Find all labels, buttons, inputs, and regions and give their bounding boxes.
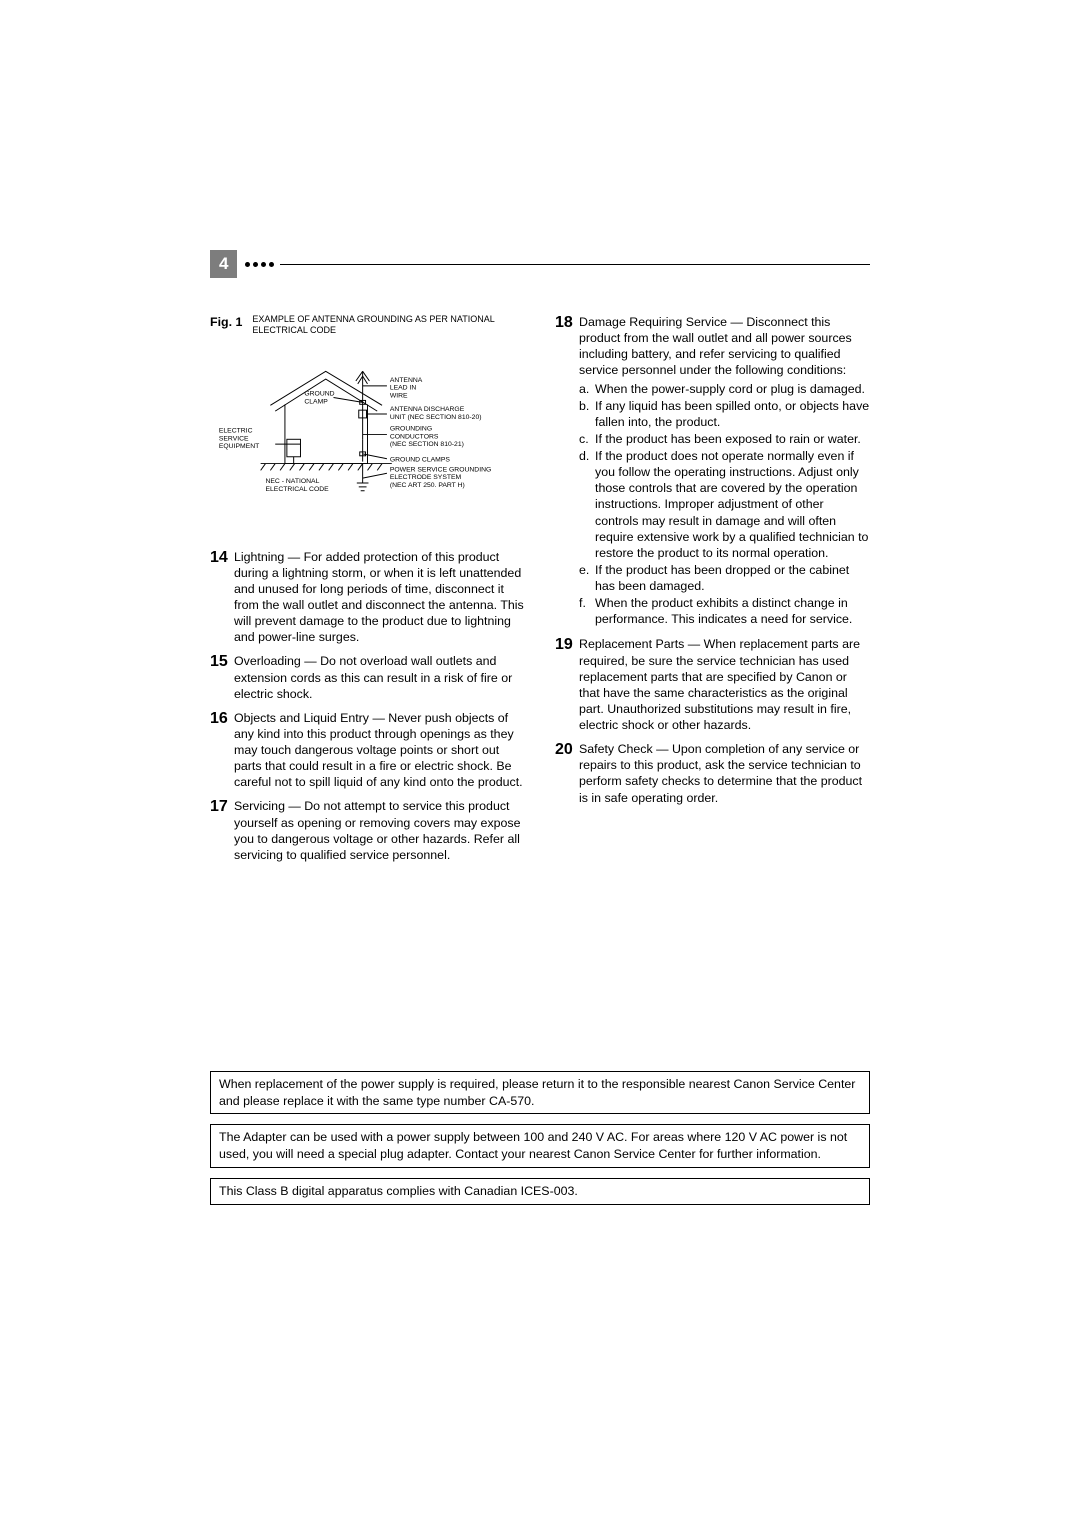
list-item: 16 Objects and Liquid Entry — Never push… [210,710,525,791]
label-electrode: POWER SERVICE GROUNDING ELECTRODE SYSTEM… [390,466,493,489]
page-number: 4 [210,250,237,278]
label-ground-clamps: GROUND CLAMPS [390,456,451,463]
instructions-list-right: 18 Damage Requiring Service — Disconnect… [555,314,870,806]
item-number: 18 [555,314,579,628]
list-item: 17 Servicing — Do not attempt to service… [210,798,525,863]
header-rule [245,262,870,267]
item-text: Overloading — Do not overload wall outle… [234,653,525,701]
label-electric-service: ELECTRIC SERVICE EQUIPMENT [219,427,259,450]
right-column: 18 Damage Requiring Service — Disconnect… [555,314,870,871]
left-column: Fig. 1 EXAMPLE OF ANTENNA GROUNDING AS P… [210,314,525,871]
instructions-list-left: 14 Lightning — For added protection of t… [210,549,525,863]
sublist-item: a.When the power-supply cord or plug is … [579,381,870,397]
header-dots [245,262,274,267]
sublist: a.When the power-supply cord or plug is … [579,381,870,628]
sublist-item: e.If the product has been dropped or the… [579,562,870,594]
list-item: 15 Overloading — Do not overload wall ou… [210,653,525,701]
item-text: Lightning — For added protection of this… [234,549,525,646]
label-antenna-lead: ANTENNA LEAD IN WIRE [390,376,424,399]
item-body: Damage Requiring Service — Disconnect th… [579,314,870,628]
item-number: 19 [555,636,579,733]
sublist-item: f.When the product exhibits a distinct c… [579,595,870,627]
notice-box: When replacement of the power supply is … [210,1071,870,1114]
figure-1: Fig. 1 EXAMPLE OF ANTENNA GROUNDING AS P… [210,314,525,521]
item-text: Servicing — Do not attempt to service th… [234,798,525,863]
notice-boxes: When replacement of the power supply is … [210,1071,870,1205]
list-item: 14 Lightning — For added protection of t… [210,549,525,646]
list-item: 19 Replacement Parts — When replacement … [555,636,870,733]
content-columns: Fig. 1 EXAMPLE OF ANTENNA GROUNDING AS P… [210,314,870,871]
label-grounding-conductors: GROUNDING CONDUCTORS (NEC SECTION 810-21… [390,425,464,448]
label-nec: NEC - NATIONAL ELECTRICAL CODE [266,478,330,493]
figure-label: Fig. 1 [210,314,242,330]
notice-box: This Class B digital apparatus complies … [210,1178,870,1205]
item-number: 20 [555,741,579,806]
antenna-grounding-diagram: ANTENNA LEAD IN WIRE GROUND CLAMP ANTENN… [210,347,525,517]
sublist-item: b.If any liquid has been spilled onto, o… [579,398,870,430]
item-text: Replacement Parts — When replacement par… [579,636,870,733]
sublist-item: c.If the product has been exposed to rai… [579,431,870,447]
item-number: 15 [210,653,234,701]
item-number: 17 [210,798,234,863]
label-ground-clamp: GROUND CLAMP [304,390,336,405]
list-item: 18 Damage Requiring Service — Disconnect… [555,314,870,628]
label-discharge-unit: ANTENNA DISCHARGE UNIT (NEC SECTION 810-… [390,406,482,421]
item-number: 16 [210,710,234,791]
item-number: 14 [210,549,234,646]
figure-caption: EXAMPLE OF ANTENNA GROUNDING AS PER NATI… [252,314,525,337]
figure-header: Fig. 1 EXAMPLE OF ANTENNA GROUNDING AS P… [210,314,525,337]
notice-box: The Adapter can be used with a power sup… [210,1124,870,1167]
list-item: 20 Safety Check — Upon completion of any… [555,741,870,806]
document-page: 4 Fig. 1 EXAMPLE OF ANTENNA GROUNDING AS… [0,0,1080,1295]
item-intro: Damage Requiring Service — Disconnect th… [579,315,852,377]
item-text: Safety Check — Upon completion of any se… [579,741,870,806]
sublist-item: d.If the product does not operate normal… [579,448,870,561]
item-text: Objects and Liquid Entry — Never push ob… [234,710,525,791]
page-header: 4 [210,250,870,278]
